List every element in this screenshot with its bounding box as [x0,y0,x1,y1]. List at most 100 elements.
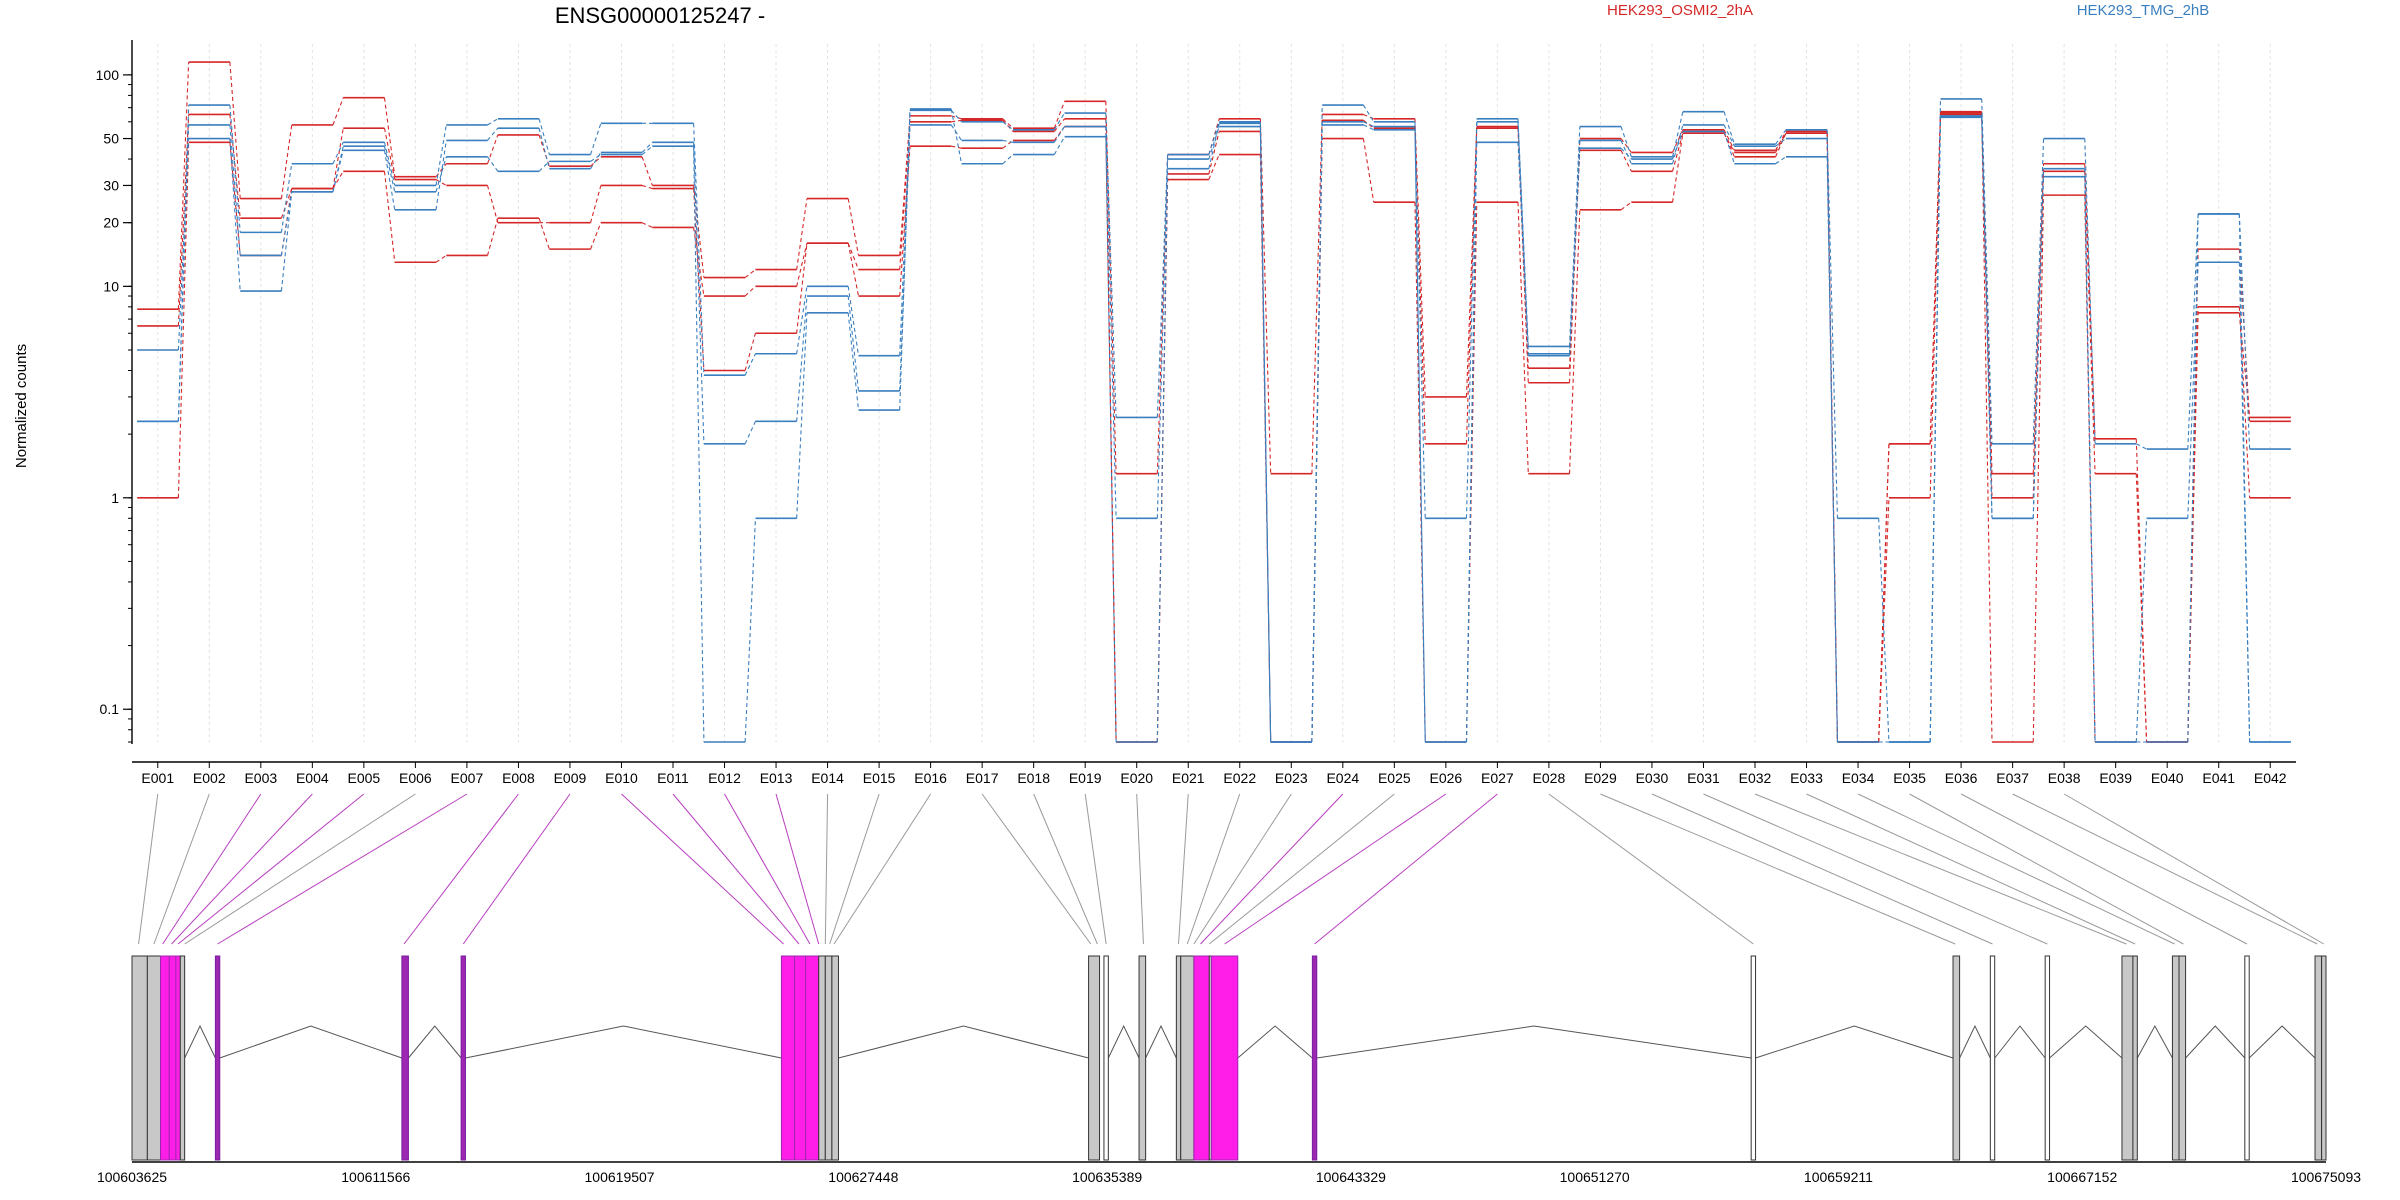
series-6 [137,108,2291,743]
transition-line [1156,154,1169,418]
exon-block [805,955,820,1161]
transition-line [1517,202,1529,474]
transition-line [1208,131,1220,175]
transition-line [1568,126,1581,347]
transition-line [1002,154,1014,165]
transition-line [1620,150,1632,172]
exon-connector [1909,793,2184,945]
transition-line [332,97,344,126]
transition-line [435,254,447,263]
transition-line [229,124,241,256]
x-tick-label: E006 [399,770,432,786]
transition-line [1723,111,1735,145]
transition-line [2084,195,2096,743]
transition-line [1208,121,1220,155]
transition-line [744,353,756,376]
transition-line [796,198,808,270]
exon-connector [981,793,1092,945]
transition-line [950,124,962,141]
x-tick-label: E040 [2151,770,2184,786]
transition-line [177,105,190,422]
exon-connector [1806,793,2136,945]
transition-line [1775,131,1787,151]
exon-block [794,955,807,1161]
exon-connector [162,793,262,945]
exon-connector [833,793,932,945]
transition-line [2238,312,2251,418]
exon-connector [1186,793,1241,945]
transition-line [435,179,447,186]
x-tick-label: E009 [554,770,587,786]
transition-line [744,421,756,445]
coordinate-label: 100627448 [828,1169,898,1185]
transition-line [1002,121,1014,131]
transition-line [177,138,190,351]
transition-line [1053,136,1066,155]
transition-line [280,191,293,292]
exon-connector [724,793,811,945]
x-tick-label: E015 [863,770,896,786]
transition-line [1259,126,1272,743]
transition-line [2032,163,2045,474]
transition-line [1981,117,1993,519]
transition-line [1363,119,1375,129]
transition-line [383,146,396,192]
transition-line [693,227,705,297]
exon-connector [462,793,571,945]
exon-block [1180,955,1195,1161]
transition-line [1465,142,1478,743]
transition-line [229,138,241,292]
transition-line [538,118,550,155]
intron-line [2136,1024,2173,1059]
transition-line [1723,129,1735,151]
exon-connector [2063,793,2325,945]
x-tick-label: E019 [1069,770,1102,786]
exon-block [2121,955,2134,1161]
exon-block [1193,955,1210,1161]
transition-line [1105,136,1117,743]
x-tick-label: E032 [1739,770,1772,786]
transition-line [332,142,344,164]
exon-block [146,955,162,1161]
x-tick-label: E035 [1893,770,1926,786]
series-2 [137,113,2291,743]
exon-block [1952,955,1961,1161]
transition-line [1723,131,1735,164]
transition-line [1208,118,1220,155]
x-tick-label: E026 [1430,770,1463,786]
transition-line [1363,121,1374,128]
transition-line [1723,132,1735,157]
transition-line [1517,118,1529,347]
intron-line [1237,1025,1313,1059]
exon-block [1088,955,1101,1161]
exon-block [1311,955,1318,1161]
transition-line [1981,98,1993,444]
transition-line [590,154,602,162]
x-tick-label: E016 [914,770,947,786]
transition-line [1414,128,1426,444]
transition-line [641,141,653,153]
exon-block [1750,955,1757,1161]
exon-connector [1857,793,2175,945]
x-tick-label: E029 [1584,770,1617,786]
intron-line [1316,1025,1752,1059]
chart-title: ENSG00000125247 - [555,3,765,28]
exon-connector [1208,793,1395,945]
transition-line [1775,138,1787,147]
transition-line [641,145,653,155]
coordinate-label: 100635389 [1072,1169,1142,1185]
transition-line [744,285,756,297]
intron-line [1107,1024,1140,1059]
transition-line [1311,114,1323,474]
intron-line [2248,1025,2316,1059]
transition-line [1620,147,1632,160]
transition-line [1053,112,1066,131]
transition-line [2084,171,2096,474]
x-tick-label: E023 [1275,770,1308,786]
exon-connector [1651,793,1993,945]
intron-line [408,1025,462,1059]
intron-line [1959,1024,1991,1059]
genomic-coordinate-axis: 100603625 100611566 100619507 100627448 1006… [97,1161,2361,1185]
transition-line [1878,443,1890,743]
